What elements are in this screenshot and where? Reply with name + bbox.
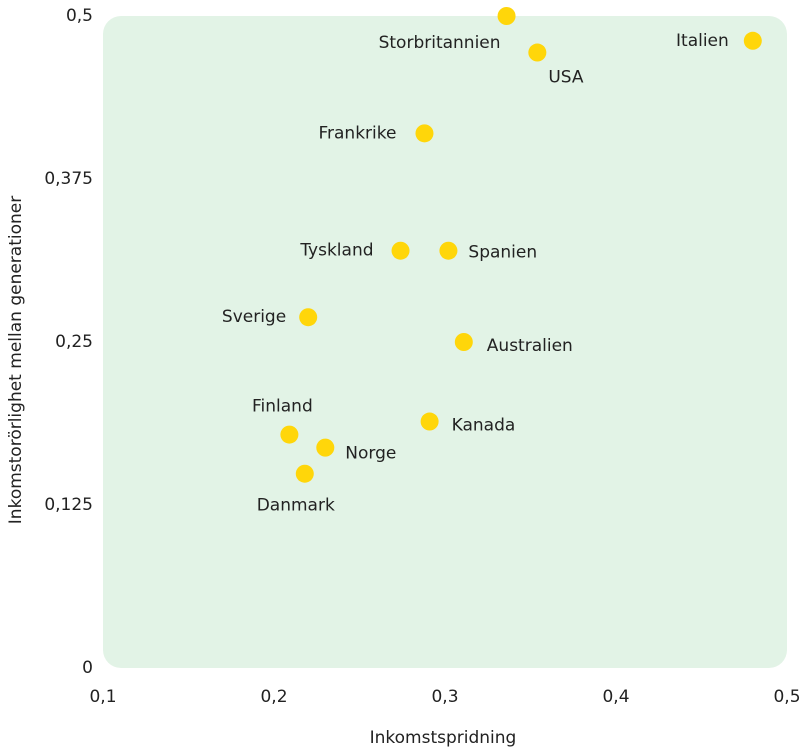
point-label: Danmark [257,496,335,516]
point-label: Storbritannien [379,33,501,53]
x-tick-label: 0,2 [260,687,287,707]
point [497,7,516,25]
point [439,241,458,260]
point [415,124,434,143]
point [420,412,439,431]
x-axis-title: Inkomstspridning [370,728,517,748]
point [743,31,762,50]
y-axis-title: Inkomstorörlighet mellan generationer [6,196,26,524]
point-label: Norge [345,444,396,464]
y-tick-label: 0,375 [44,169,93,189]
x-tick-label: 0,5 [773,687,800,707]
plot-background [103,16,787,668]
y-tick-label: 0,5 [66,6,93,26]
point [391,241,410,260]
point-label: Finland [252,397,313,417]
x-tick-label: 0,3 [431,687,458,707]
point-label: Tyskland [299,241,373,261]
point-label: Frankrike [318,123,396,143]
point [295,464,314,483]
point [299,308,318,327]
point-label: USA [548,68,584,88]
point-label: Sverige [222,307,286,327]
x-tick-label: 0,4 [602,687,629,707]
y-tick-label: 0,125 [44,495,93,515]
point-label: Italien [676,31,729,51]
y-tick-label: 0,25 [55,332,93,352]
point [454,333,473,351]
point-label: Kanada [452,416,516,436]
point-label: Australien [487,336,573,356]
point [316,438,335,457]
x-tick-label: 0,1 [89,687,116,707]
point [280,425,299,444]
point-label: Spanien [468,243,537,263]
point [528,43,547,62]
y-tick-label: 0 [82,658,93,678]
